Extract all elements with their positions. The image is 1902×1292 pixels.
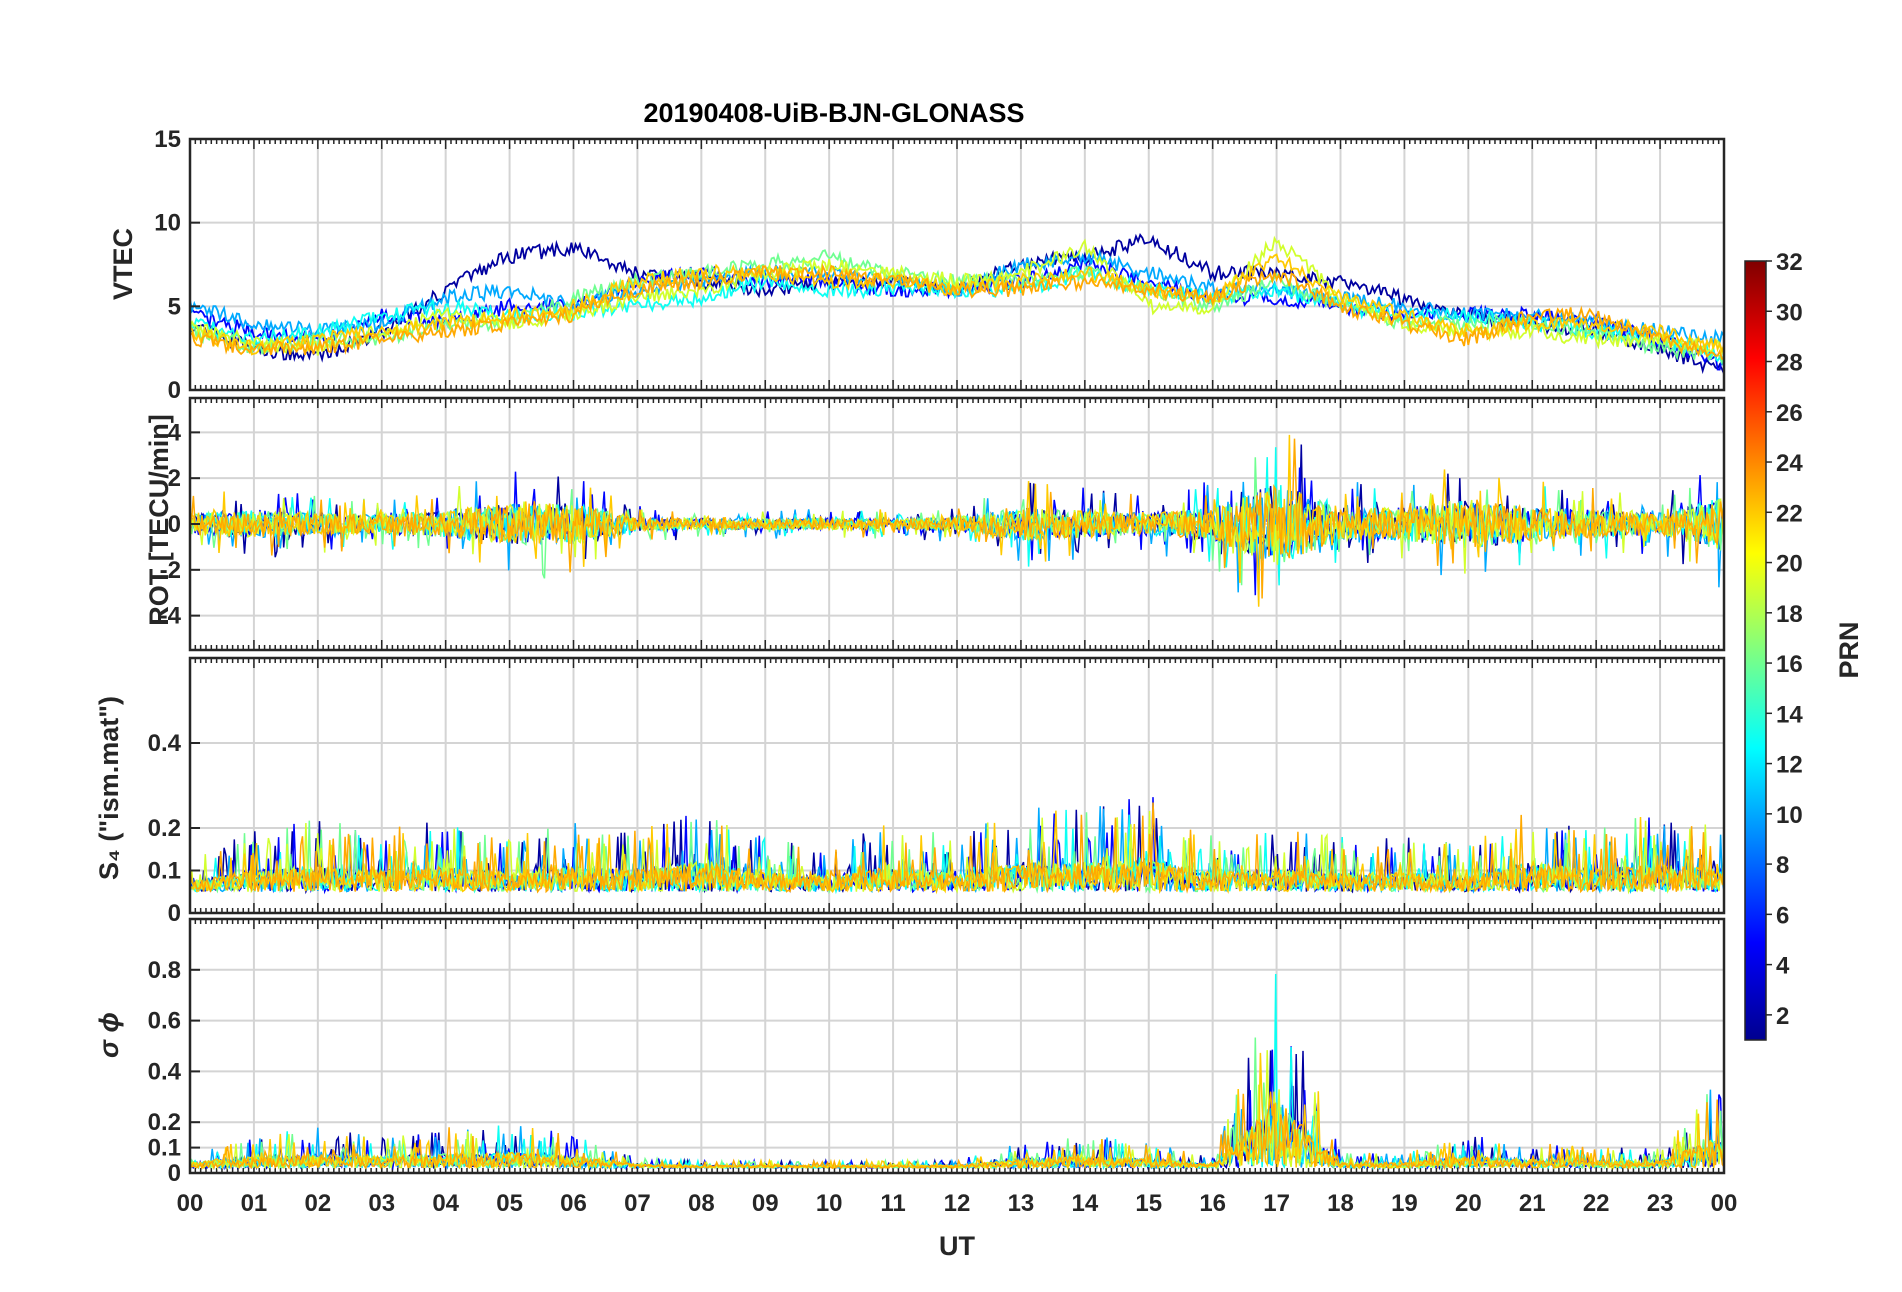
y-tick-label: 0.8 [148,957,181,984]
y-tick-label: 0 [168,511,181,538]
x-tick-labels: 00 01 02 03 04 05 06 07 08 09 10 11 12 13 14 15 16 17 18 19… [177,1190,1738,1217]
panel-vtec-ylabel: VTEC [108,228,138,300]
series-trace-prn-22 [189,434,1725,607]
y-tick-label: 5 [168,293,181,320]
panel-sigma-phi-frame [188,917,1726,1175]
panel-sigma-phi-yticks: 00.10.2 0.4 0.6 0.8 [148,957,200,1187]
colorbar-tick-label: 28 [1776,350,1803,377]
series-line-prn-22 [189,253,1725,356]
panel-vtec-grid [189,138,1725,391]
series-line-prn-23 [189,263,1725,360]
colorbar-tick-label: 8 [1776,852,1789,879]
x-tick-label: 09 [752,1190,779,1217]
x-tick-label: 00 [177,1190,204,1217]
x-tick-label: 18 [1327,1190,1354,1217]
x-tick-label: 12 [944,1190,971,1217]
panel-vtec-data [189,233,1725,375]
colorbar-tick-label: 6 [1776,902,1789,929]
y-tick-label: -4 [160,603,182,630]
panel-vtec: 0 5 10 15 VTEC [108,126,1726,404]
colorbar-tick-label: 26 [1776,400,1803,427]
colorbar-tick-label: 18 [1776,601,1803,628]
x-tick-label: 15 [1135,1190,1162,1217]
x-tick-label: 07 [624,1190,651,1217]
x-tick-label: 13 [1008,1190,1035,1217]
series-line-prn-10 [189,249,1725,348]
panel-s4-yticks: 0 0.1 0.2 0.4 [148,730,200,927]
panel-sigma-phi-grid [189,919,1725,1174]
colorbar-tick-label: 4 [1776,953,1790,980]
y-tick-label: 4 [168,419,182,446]
x-tick-label: 06 [560,1190,587,1217]
colorbar-tick-label: 22 [1776,500,1803,527]
x-tick-label: 16 [1199,1190,1226,1217]
panel-rot-data [189,434,1725,607]
panel-s4-ylabel: S₄ ("ism.mat") [94,696,124,880]
panel-vtec-frame [188,137,1726,392]
colorbar-tick-label: 12 [1776,752,1803,779]
colorbar-label: PRN [1834,621,1864,678]
chart-title: 20190408-UiB-BJN-GLONASS [643,98,1024,128]
panel-sigma-phi: 00.10.2 0.4 0.6 0.8 σ ϕ [94,917,1726,1187]
y-tick-label: 0.1 [148,858,181,885]
x-tick-label: 01 [241,1190,268,1217]
x-tick-label: 02 [304,1190,331,1217]
x-tick-label: 22 [1583,1190,1610,1217]
x-tick-label: 11 [880,1190,905,1217]
panel-rot-ylabel: ROT [TECU/min] [144,414,174,625]
y-tick-label: 0.4 [148,730,182,757]
panel-sigma-phi-ylabel: σ ϕ [94,1012,124,1058]
colorbar-tick-label: 14 [1776,701,1803,728]
colorbar-tick-label: 30 [1776,299,1803,326]
y-tick-label: 2 [168,465,181,492]
x-tick-label: 08 [688,1190,715,1217]
x-tick-label: 05 [496,1190,523,1217]
y-tick-label: 0 [168,1160,181,1187]
colorbar-tick-label: 16 [1776,651,1803,678]
panel-rot-frame [188,396,1726,652]
series-line-prn-19 [189,235,1725,356]
y-tick-label: 0.6 [148,1008,181,1035]
panel-s4-frame [188,656,1726,915]
colorbar-tick-label: 24 [1776,450,1803,477]
x-tick-label: 17 [1263,1190,1290,1217]
y-tick-label: -2 [160,557,181,584]
panel-s4-data [189,797,1725,895]
colorbar-tick-label: 2 [1776,1003,1789,1030]
x-tick-label: 04 [432,1190,459,1217]
x-axis-label: UT [939,1231,975,1261]
colorbar-tick-label: 10 [1776,802,1803,829]
y-tick-label: 15 [154,126,181,153]
x-tick-label: 14 [1071,1190,1098,1217]
y-tick-label: 0.2 [148,1109,181,1136]
y-tick-label: 0.2 [148,815,181,842]
x-tick-label: 00 [1711,1190,1738,1217]
series-trace-prn-23 [189,1091,1725,1171]
y-tick-label: 10 [154,210,181,237]
colorbar-tick-label: 32 [1776,249,1803,276]
colorbar-tick-label: 20 [1776,551,1803,578]
y-tick-label: 0.4 [148,1058,182,1085]
y-tick-label: 0 [168,377,181,404]
panel-s4: 0 0.1 0.2 0.4 S₄ ("ism.mat") [94,656,1726,927]
y-tick-label: 0.1 [148,1135,181,1162]
panel-sigma-phi-data [189,973,1725,1171]
panel-vtec-yticks: 0 5 10 15 [154,126,200,404]
panel-rot-yticks: -4 -2 0 2 4 [160,419,200,630]
x-tick-label: 21 [1519,1190,1546,1217]
x-tick-label: 10 [816,1190,843,1217]
panel-rot: -4 -2 0 2 4 ROT [TECU/min] [144,396,1726,652]
colorbar-gradient [1744,260,1767,1041]
series-trace-prn-23 [189,802,1725,894]
y-tick-label: 0 [168,900,181,927]
x-tick-label: 19 [1391,1190,1418,1217]
x-tick-label: 03 [368,1190,395,1217]
x-tick-label: 23 [1647,1190,1674,1217]
x-tick-label: 20 [1455,1190,1482,1217]
series-trace-prn-23 [189,438,1725,599]
